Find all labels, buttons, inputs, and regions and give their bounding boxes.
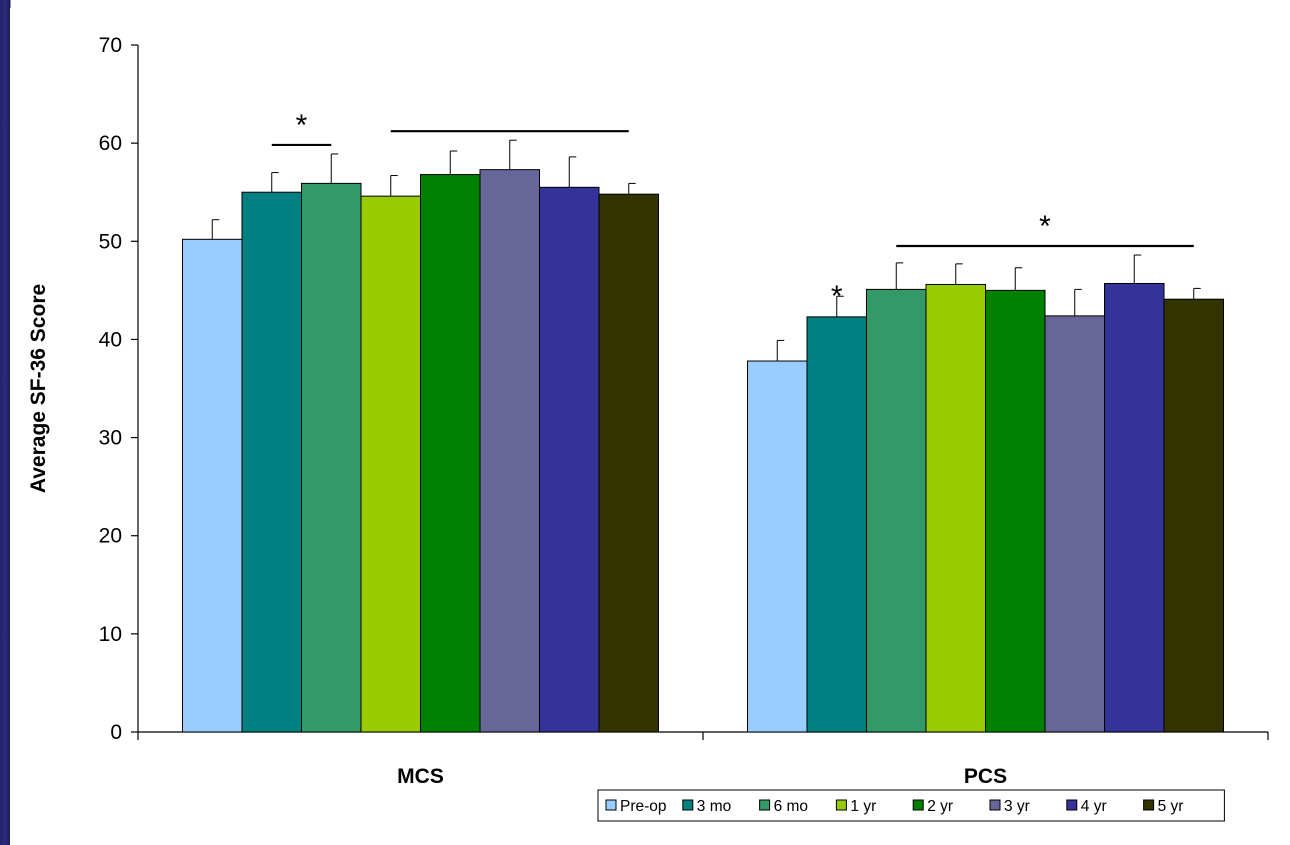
significance-marker: * <box>296 109 308 142</box>
bar <box>420 174 481 733</box>
significance-marker: * <box>831 280 843 313</box>
y-tick-label: 30 <box>99 427 122 450</box>
legend-label: 6 mo <box>774 798 808 815</box>
legend-box <box>597 789 1225 822</box>
legend-swatch <box>1143 799 1155 811</box>
legend-label: 3 mo <box>697 798 731 815</box>
y-tick-label: 70 <box>99 34 122 57</box>
bar <box>182 238 243 733</box>
legend-label: 3 yr <box>1004 798 1030 815</box>
significance-marker: * <box>1039 210 1051 243</box>
bars <box>182 139 1224 733</box>
y-tick-label: 50 <box>99 230 122 253</box>
x-category-label: PCS <box>964 765 1007 788</box>
legend-swatch <box>682 799 694 811</box>
bar <box>1104 282 1165 733</box>
legend-swatch <box>989 799 1001 811</box>
legend-swatch <box>605 799 617 811</box>
y-tick-label: 0 <box>110 721 122 744</box>
bar <box>1044 315 1105 733</box>
legend-label: 5 yr <box>1158 798 1184 815</box>
legend: Pre-op 3 mo 6 mo 1 yr 2 yr 3 yr 4 yr 5 yr <box>597 789 1225 822</box>
bar <box>1163 298 1224 733</box>
legend-swatch <box>835 799 847 811</box>
bar <box>747 360 808 733</box>
legend-label: 4 yr <box>1081 798 1107 815</box>
bar <box>925 283 986 733</box>
legend-swatch <box>1066 799 1078 811</box>
axes: 0 10 20 30 40 50 60 70 MCS PCS Average SF-36 Score <box>27 34 1269 788</box>
chart-panel: 0 10 20 30 40 50 60 70 MCS PCS Average SF-36 Score… <box>10 8 1290 845</box>
bar <box>241 191 302 733</box>
legend-swatch <box>912 799 924 811</box>
bar <box>806 316 867 733</box>
y-tick-label: 20 <box>99 525 122 548</box>
y-axis-label: Average SF-36 Score <box>27 284 50 493</box>
bar <box>479 169 540 733</box>
bar <box>985 289 1046 733</box>
x-category-label: MCS <box>397 765 444 788</box>
bar <box>360 195 421 733</box>
y-tick-label: 40 <box>99 328 122 351</box>
significance-annotations: * * * <box>271 109 1194 313</box>
bar <box>301 182 362 733</box>
bar <box>866 288 927 733</box>
legend-label: 2 yr <box>927 798 953 815</box>
legend-label: Pre-op <box>620 798 667 815</box>
legend-swatch <box>759 799 771 811</box>
bar <box>539 186 600 733</box>
y-tick-label: 60 <box>99 132 122 155</box>
bar <box>598 193 659 733</box>
legend-label: 1 yr <box>850 798 876 815</box>
y-tick-label: 10 <box>99 623 122 646</box>
bar-chart: 0 10 20 30 40 50 60 70 MCS PCS Average SF-36 Score… <box>27 34 1269 822</box>
